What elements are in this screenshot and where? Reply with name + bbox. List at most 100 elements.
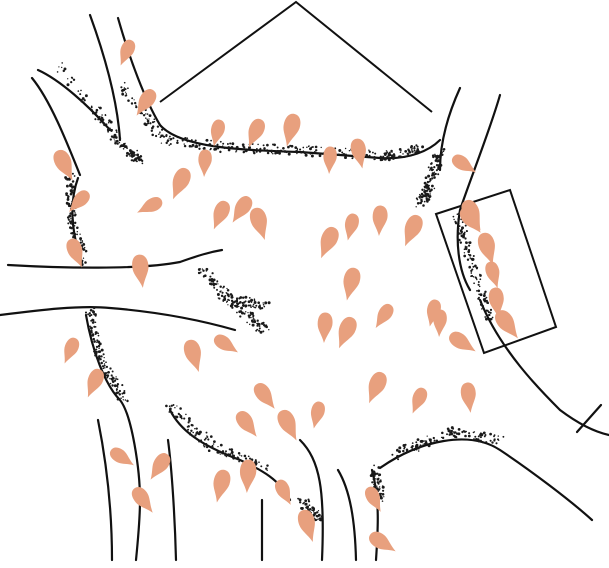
stipple-dot [122, 147, 125, 150]
stipple-dot [452, 215, 455, 218]
stipple-dot [95, 345, 99, 349]
stipple-dot [306, 146, 308, 149]
stipple-dot [432, 172, 434, 175]
stipple-dot [225, 450, 227, 453]
stipple-dot [81, 97, 85, 100]
stipple-dot [431, 174, 434, 177]
stipple-dot [172, 137, 175, 140]
stipple-dot [94, 118, 97, 121]
stipple-dot [186, 141, 188, 143]
stipple-dot [457, 432, 461, 436]
stipple-dot [176, 405, 178, 407]
stipple-dot [125, 93, 127, 95]
stipple-dot [437, 173, 440, 176]
stipple-dot [151, 133, 154, 137]
stipple-dot [223, 146, 226, 150]
stipple-dot [342, 153, 346, 156]
stipple-dot [247, 311, 249, 314]
stipple-dot [267, 301, 271, 305]
particle-drop [59, 335, 82, 367]
stipple-dot [313, 150, 316, 153]
stipple-dot [189, 432, 192, 434]
particle-drop [372, 205, 388, 236]
stipple-dot [69, 192, 73, 196]
stipple-dot [373, 483, 376, 486]
stipple-dot [262, 149, 265, 152]
stipple-dot [224, 295, 227, 297]
stipple-dot [446, 427, 450, 431]
stipple-dot [240, 455, 243, 457]
stipple-dot [417, 450, 420, 452]
stipple-dot [312, 508, 316, 512]
stipple-dot [120, 86, 123, 89]
particle-drop [128, 483, 160, 517]
stipple-dot [285, 151, 288, 154]
stipple-dot [260, 465, 263, 468]
particle-drop [207, 198, 233, 233]
stipple-dot [110, 377, 114, 381]
stipple-dot [307, 500, 311, 503]
stipple-dot [91, 321, 95, 324]
stipple-dot [448, 429, 451, 432]
stipple-dot [132, 151, 136, 155]
stipple-dot [262, 321, 265, 325]
stipple-dot [398, 148, 402, 151]
stipple-dot [222, 145, 224, 147]
stipple-dot [378, 492, 382, 496]
stipple-dot [142, 114, 146, 117]
particle-drop [362, 369, 390, 407]
stipple-dot [122, 391, 126, 395]
stipple-dot [146, 118, 148, 121]
stipple-dot [472, 265, 475, 268]
stipple-dot [318, 154, 322, 158]
stipple-dot [104, 374, 107, 377]
stipple-dot [295, 150, 298, 153]
stipple-dot [103, 372, 107, 376]
stipple-dot [194, 428, 196, 430]
stipple-dot [300, 151, 303, 154]
stipple-dot [250, 301, 253, 304]
stipple-dot [73, 225, 76, 227]
particle-drop [198, 149, 212, 177]
stipple-dot [236, 311, 238, 314]
stipple-dot [468, 432, 471, 435]
stipple-dot [476, 290, 478, 292]
stipple-dot [202, 444, 205, 446]
stipple-dot [148, 118, 150, 120]
stipple-dot [373, 158, 376, 161]
stipple-dot [113, 379, 117, 382]
stipple-dot [485, 296, 488, 299]
stipple-dot [484, 316, 487, 318]
stipple-dot [99, 358, 102, 361]
stipple-dot [72, 180, 74, 182]
stipple-dot [195, 431, 199, 435]
stipple-dot [368, 149, 370, 151]
stipple-dot [228, 295, 230, 297]
stipple-dot [94, 331, 98, 335]
stipple-dot [458, 225, 461, 228]
stipple-dot [146, 113, 149, 115]
stipple-dot [489, 308, 493, 311]
stipple-dot [379, 480, 382, 483]
stipple-dot [122, 399, 124, 401]
stipple-dot [427, 444, 431, 448]
stipple-dot [463, 252, 466, 254]
stipple-dot [90, 329, 93, 333]
stipple-dot [162, 135, 166, 138]
stipple-dot [419, 193, 421, 196]
stipple-dot [244, 311, 247, 313]
stipple-dot [61, 66, 63, 69]
stipple-dot [113, 138, 115, 140]
stipple-dot [470, 274, 474, 278]
stipple-dot [103, 356, 105, 359]
stipple-dot [428, 439, 432, 442]
stipple-dot [279, 149, 283, 153]
road-network [0, 13, 609, 562]
particle-drop [332, 314, 360, 352]
stipple-dot [483, 299, 487, 303]
stipple-dot [111, 380, 115, 383]
particle-drop [63, 236, 90, 271]
stipple-dot [457, 232, 460, 235]
stipple-dot [74, 235, 77, 238]
stipple-dot [140, 154, 142, 157]
